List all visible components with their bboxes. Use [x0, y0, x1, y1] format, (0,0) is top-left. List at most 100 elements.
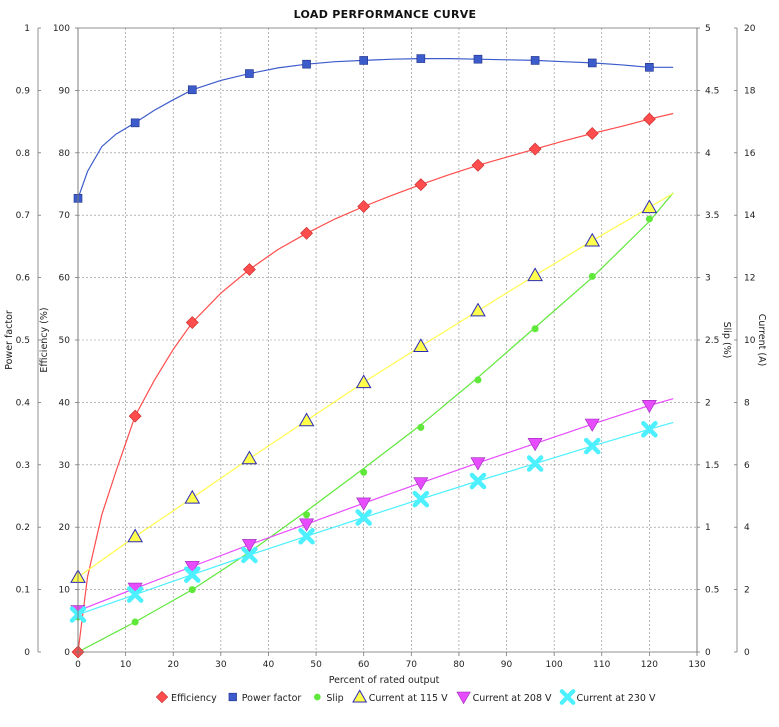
current-axis-title: Current (A)	[756, 314, 767, 367]
slip-tick-label: 4	[705, 149, 711, 159]
current-at-208-v-point	[356, 497, 372, 511]
legend-label-slip: Slip	[326, 693, 343, 704]
slip-point	[474, 376, 482, 384]
x-tick-label: 120	[641, 660, 658, 670]
efficiency-tick-label: 100	[53, 24, 70, 34]
power-factor-point	[302, 59, 311, 69]
current-at-115-v-point	[127, 528, 144, 543]
current-at-230-v-point	[126, 586, 144, 603]
current-at-208-v-point	[413, 477, 429, 491]
power-factor-line	[77, 57, 674, 199]
x-tick-label: 80	[453, 660, 465, 670]
power-factor-tick-label: 0.7	[16, 211, 30, 221]
current-at-230-v-point	[184, 566, 201, 583]
efficiency-point	[528, 142, 542, 156]
slip-tick-label: 1	[705, 523, 711, 533]
x-tick-label: 20	[168, 660, 180, 670]
efficiency-tick-label: 30	[59, 461, 71, 471]
efficiency-tick-label: 90	[59, 86, 71, 96]
efficiency-tick-label: 40	[59, 398, 71, 408]
power-factor-tick-label: 0.8	[16, 149, 31, 159]
current-at-230-v-point	[412, 490, 430, 508]
x-tick-label: 40	[263, 660, 275, 670]
current-tick-label: 0	[744, 648, 750, 658]
efficiency-point	[642, 112, 656, 126]
current-at-230-v-point	[469, 472, 487, 490]
current-at-230-v-point	[583, 437, 601, 455]
current-at-115-v-point	[298, 412, 315, 427]
current-at-230-v-line	[77, 421, 674, 616]
current-tick-label: 6	[744, 461, 750, 471]
current-tick-label: 4	[744, 523, 750, 533]
legend-marker-current-at-115-v	[352, 689, 368, 703]
x-tick-label: 50	[310, 660, 322, 670]
current-tick-label: 10	[744, 336, 756, 346]
x-tick-label: 70	[406, 660, 418, 670]
current-tick-label: 20	[744, 24, 756, 34]
efficiency-tick-label: 60	[59, 274, 71, 284]
efficiency-point	[414, 178, 428, 192]
slip-point	[588, 272, 596, 280]
slip-line	[77, 192, 674, 653]
efficiency-tick-label: 80	[59, 149, 71, 159]
efficiency-point	[128, 409, 142, 423]
slip-tick-label: 0.5	[705, 586, 719, 596]
power-factor-point	[416, 54, 426, 63]
efficiency-point	[357, 200, 371, 213]
slip-tick-label: 5	[705, 24, 711, 34]
current-at-208-v-point	[527, 438, 543, 452]
legend: Efficiency Power factor Slip Current at 115…	[155, 689, 656, 705]
slip-point	[188, 586, 196, 594]
efficiency-point	[242, 263, 256, 276]
slip-tick-label: 0	[705, 648, 711, 658]
power-factor-tick-label: 0.3	[16, 461, 30, 471]
efficiency-point	[300, 226, 313, 240]
legend-marker-slip	[314, 693, 321, 701]
current-tick-label: 14	[744, 211, 756, 221]
current-at-115-v-point	[241, 450, 258, 465]
chart-title: LOAD PERFORMANCE CURVE	[294, 8, 477, 21]
x-axis-title: Percent of rated output	[329, 675, 440, 686]
efficiency-tick-label: 70	[59, 211, 71, 221]
current-at-208-v-point	[299, 518, 315, 532]
current-at-230-v-point	[355, 509, 372, 526]
current-tick-label: 16	[744, 149, 756, 159]
efficiency-point	[471, 158, 485, 172]
efficiency-point	[185, 316, 199, 329]
power-factor-point	[473, 54, 483, 64]
power-factor-tick-label: 0.4	[16, 398, 31, 408]
slip-axis-title: Slip (%)	[721, 322, 732, 359]
current-at-230-v-point	[526, 455, 544, 472]
slip-point	[360, 468, 368, 476]
power-factor-point	[187, 85, 197, 95]
current-at-115-v-point	[355, 374, 372, 389]
slip-tick-label: 2.5	[705, 336, 719, 346]
power-factor-tick-label: 0.9	[16, 86, 31, 96]
current-tick-label: 12	[744, 274, 755, 284]
series-markers	[69, 54, 658, 659]
current-at-115-v-point	[184, 489, 201, 504]
current-at-208-v-point	[241, 539, 257, 553]
slip-tick-label: 3	[705, 274, 711, 284]
current-tick-label: 18	[744, 86, 756, 96]
efficiency-axis-title: Efficiency (%)	[39, 307, 50, 372]
slip-point	[645, 215, 653, 223]
slip-point	[417, 423, 425, 431]
power-factor-tick-label: 0.6	[16, 274, 31, 284]
current-at-115-v-point	[412, 338, 429, 352]
grid	[78, 28, 697, 652]
current-at-115-v-point	[641, 199, 658, 214]
slip-point	[531, 325, 539, 333]
legend-marker-power-factor	[228, 692, 237, 702]
current-at-230-v-point	[641, 420, 658, 438]
slip-point	[131, 618, 139, 626]
legend-marker-efficiency	[155, 690, 169, 704]
power-factor-point	[587, 58, 597, 68]
power-factor-tick-label: 1	[24, 24, 30, 34]
current-at-230-v-point	[241, 546, 258, 564]
slip-tick-label: 1.5	[705, 461, 719, 471]
efficiency-tick-label: 20	[59, 523, 71, 533]
legend-label-current-at-208-v: Current at 208 V	[473, 693, 552, 704]
x-tick-label: 30	[215, 660, 227, 670]
